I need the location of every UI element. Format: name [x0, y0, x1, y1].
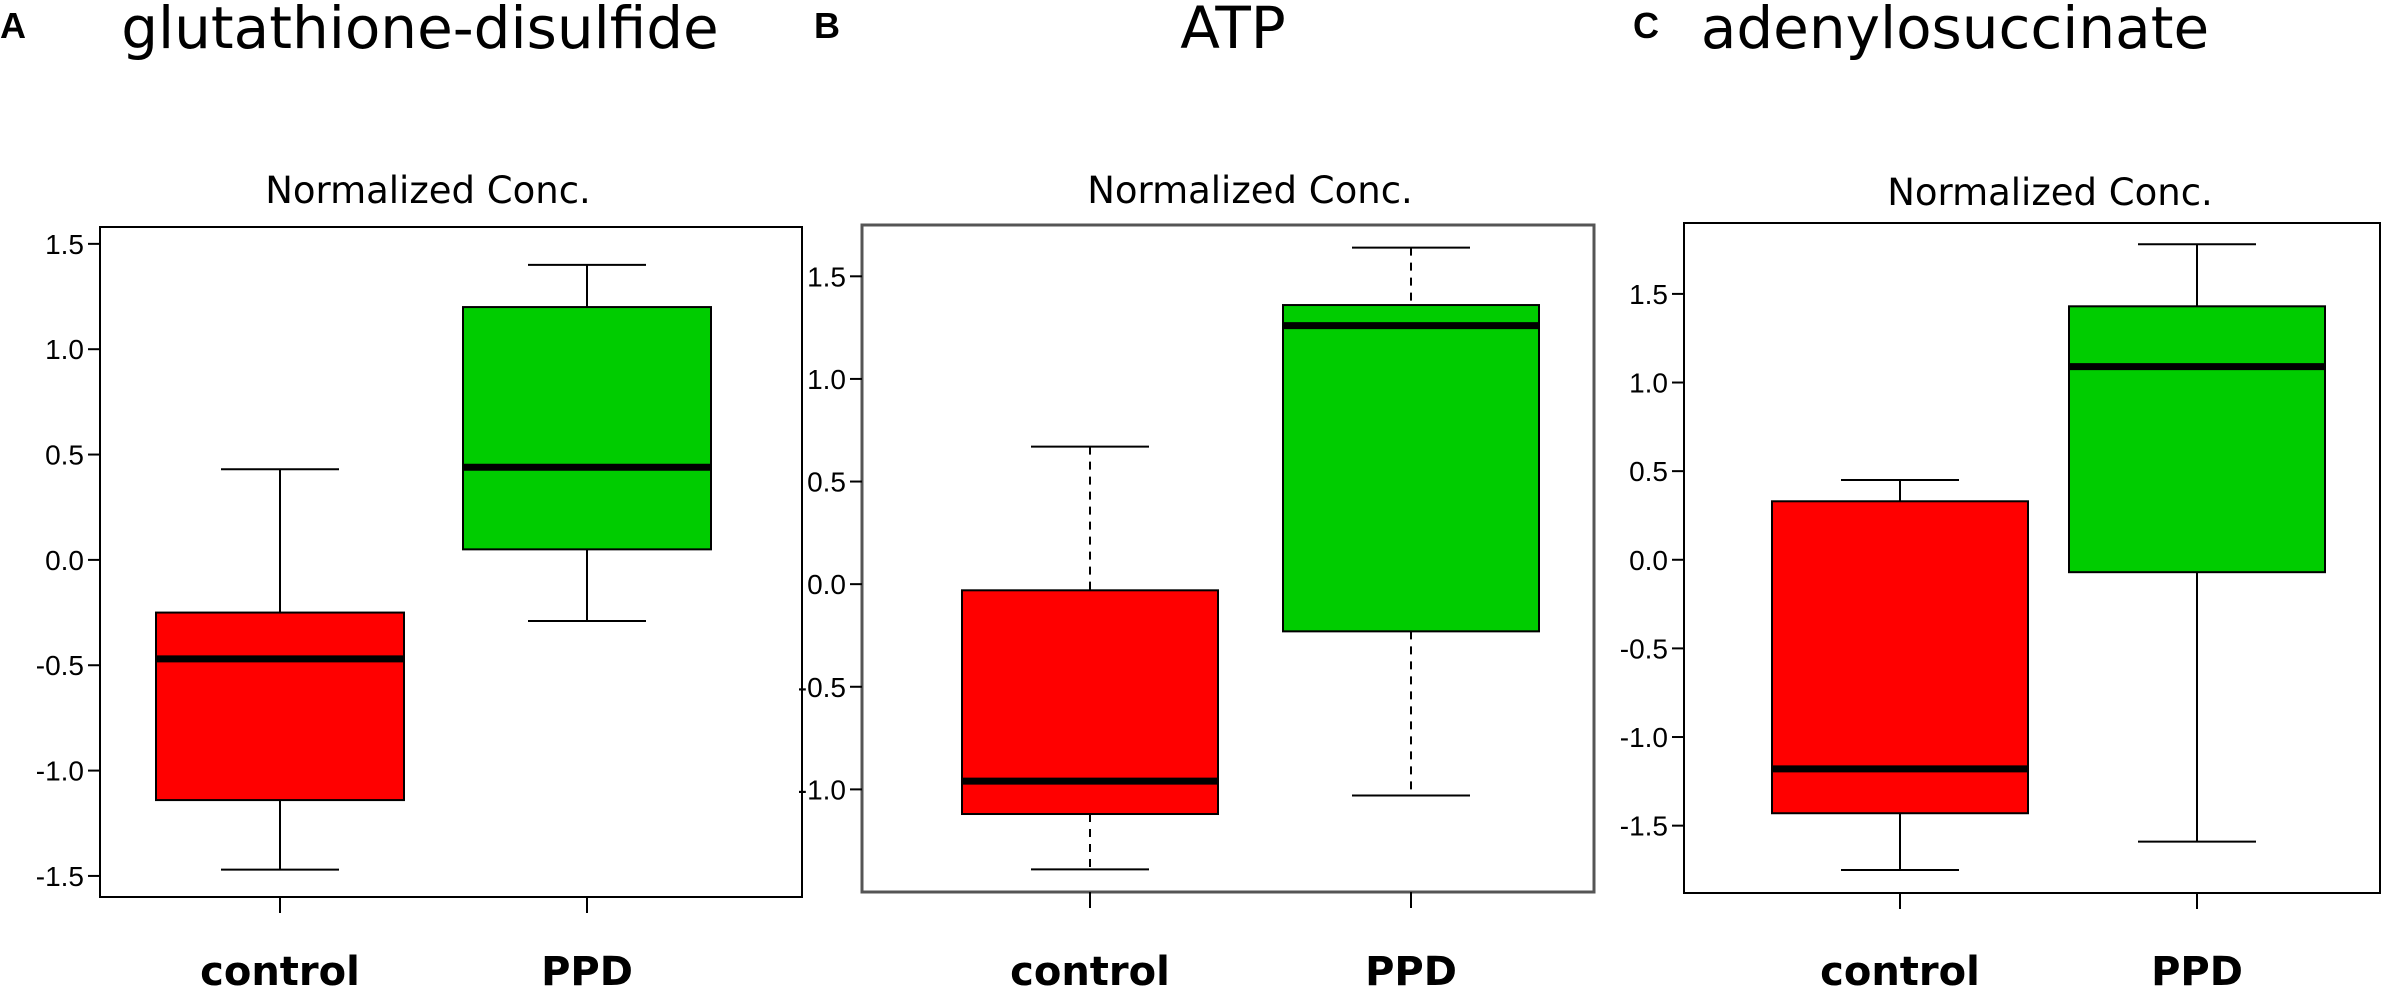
y-tick-label: 1.0	[807, 364, 846, 395]
plot-frame	[1683, 222, 2381, 894]
y-tick-label: 0.5	[807, 467, 846, 498]
panel-letter: A	[0, 5, 26, 46]
category-label: control	[200, 949, 360, 992]
box-ppd: PPD	[462, 263, 712, 992]
y-tick-label: 0.0	[45, 545, 84, 576]
plot-subtitle: Normalized Conc.	[1087, 169, 1413, 212]
box-ppd: PPD	[2068, 243, 2326, 992]
y-tick-label: 0.0	[807, 569, 846, 600]
box-control: control	[961, 445, 1219, 992]
y-tick-label: 1.5	[1629, 279, 1668, 310]
panel-b: B ATP Normalized Conc. 1.5 1.0 0.5 0.0 -0.5 -1.0…	[798, 0, 1596, 992]
plot-subtitle: Normalized Conc.	[265, 169, 591, 212]
y-tick-label: -1.0	[798, 774, 846, 805]
y-tick-label: -1.0	[1620, 722, 1668, 753]
iqr-box	[1282, 304, 1540, 633]
y-tick-label: -1.0	[36, 756, 84, 787]
iqr-box	[1771, 500, 2029, 815]
box-control: control	[155, 468, 405, 992]
plot-subtitle: Normalized Conc.	[1887, 171, 2213, 214]
y-tick-label: -1.5	[36, 861, 84, 892]
box-control: control	[1771, 479, 2029, 992]
iqr-box	[2068, 305, 2326, 574]
chart-title: adenylosuccinate	[1701, 0, 2209, 62]
iqr-box	[462, 306, 712, 551]
category-label: control	[1010, 949, 1170, 992]
chart-title: glutathione-disulfide	[121, 0, 719, 62]
box-ppd: PPD	[1282, 246, 1540, 992]
y-tick-label: -0.5	[36, 650, 84, 681]
plot-frame	[860, 223, 1596, 894]
y-tick-label: 0.0	[1629, 545, 1668, 576]
y-tick-label: 1.5	[45, 229, 84, 260]
plot-frame	[99, 226, 803, 898]
category-label: PPD	[541, 949, 633, 992]
y-tick-label: -1.5	[1620, 811, 1668, 842]
category-label: PPD	[2151, 949, 2243, 992]
y-tick-label: 1.0	[1629, 368, 1668, 399]
iqr-box	[155, 611, 405, 802]
chart-title: ATP	[1180, 0, 1286, 62]
y-tick-label: 0.5	[1629, 456, 1668, 487]
y-tick-label: -0.5	[1620, 633, 1668, 664]
panel-letter: C	[1633, 5, 1659, 46]
y-tick-label: 1.5	[807, 261, 846, 292]
y-tick-label: 1.0	[45, 334, 84, 365]
iqr-box	[961, 589, 1219, 816]
y-tick-label: -0.5	[798, 672, 846, 703]
y-tick-label: 0.5	[45, 440, 84, 471]
category-label: control	[1820, 949, 1980, 992]
panel-letter: B	[814, 5, 840, 46]
category-label: PPD	[1365, 949, 1457, 992]
